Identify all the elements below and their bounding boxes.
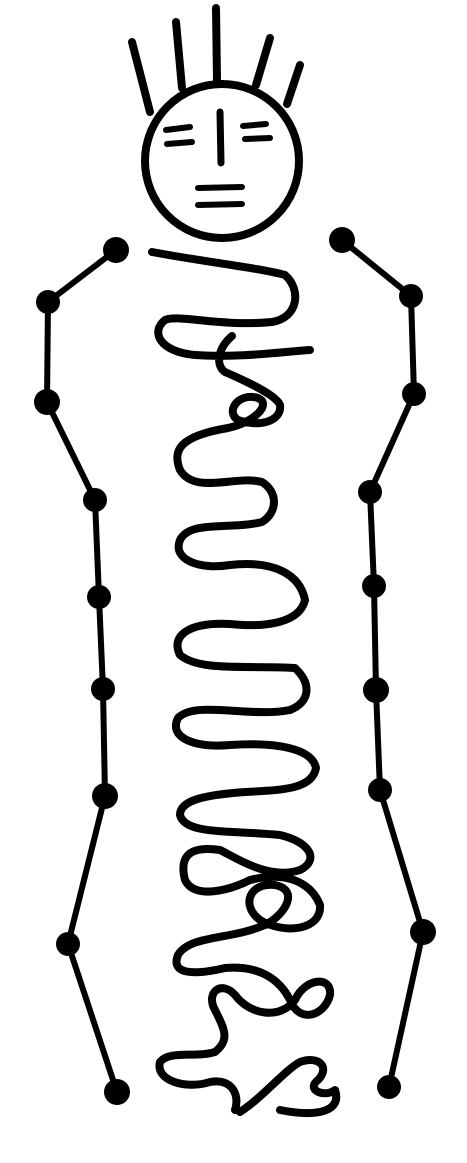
mouth — [195, 184, 245, 208]
right-eye-mark — [242, 135, 273, 142]
joint-dot — [91, 677, 115, 701]
headdress-ray — [172, 18, 186, 92]
joint-dot — [362, 574, 386, 598]
joint-dot — [56, 932, 80, 956]
headdress-ray — [283, 61, 304, 108]
left-eye-mark — [163, 124, 193, 133]
joint-dot — [103, 237, 129, 263]
headdress-ray — [252, 34, 274, 89]
left-eye-mark — [164, 139, 195, 147]
joint-dot — [92, 783, 118, 809]
joint-dot — [87, 585, 111, 609]
headdress-ray — [212, 4, 221, 84]
joint-dot — [399, 284, 423, 308]
joint-dot — [402, 382, 426, 406]
nose — [216, 108, 225, 167]
head — [141, 80, 303, 242]
right-eye-mark — [240, 121, 269, 129]
joint-dot — [363, 677, 389, 703]
body-meander — [148, 248, 341, 1117]
eyes — [163, 121, 273, 147]
joint-dot — [329, 227, 355, 253]
joint-dot — [410, 919, 436, 945]
head-outline — [141, 80, 303, 242]
joint-dot — [358, 480, 382, 504]
headdress-ray — [128, 38, 154, 116]
headdress-rays — [128, 4, 304, 116]
joint-dot — [83, 488, 107, 512]
joint-dot — [368, 778, 392, 802]
joint-dot — [377, 1075, 401, 1099]
left-body-outline — [34, 237, 130, 1105]
right-body-outline — [329, 227, 436, 1099]
joint-dot — [34, 389, 60, 415]
joint-dot — [36, 290, 60, 314]
joint-dot — [104, 1079, 130, 1105]
